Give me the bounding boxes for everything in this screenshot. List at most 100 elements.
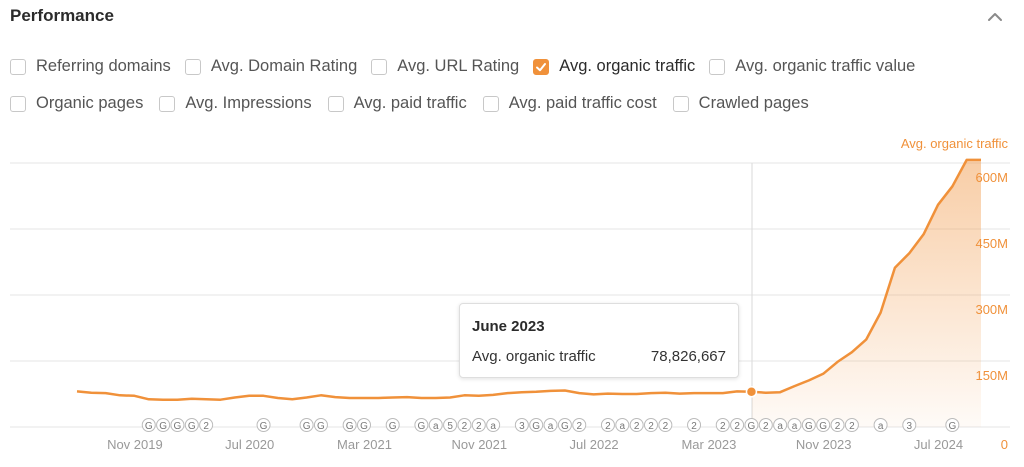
tooltip-date: June 2023 bbox=[472, 318, 545, 335]
annotation-marker[interactable]: 2 bbox=[830, 418, 845, 433]
checkbox[interactable] bbox=[709, 58, 726, 75]
metric-referring-domains[interactable]: Referring domains bbox=[10, 57, 171, 76]
annotation-circle bbox=[313, 418, 328, 432]
annotation-marker[interactable]: a bbox=[486, 418, 501, 433]
annotation-marker[interactable]: 2 bbox=[457, 418, 472, 433]
y-tick-label: 0 bbox=[1001, 437, 1008, 452]
annotation-marker[interactable]: 3 bbox=[902, 418, 917, 433]
annotation-marker[interactable]: 2 bbox=[199, 418, 214, 433]
annotation-marker[interactable]: a bbox=[428, 418, 443, 433]
metric-avg-url-rating[interactable]: Avg. URL Rating bbox=[371, 57, 519, 76]
checkbox[interactable] bbox=[184, 58, 201, 75]
annotation-marker[interactable]: G bbox=[313, 418, 328, 433]
annotation-marker[interactable]: 2 bbox=[687, 418, 702, 433]
annotation-label: 2 bbox=[203, 421, 209, 432]
annotation-marker[interactable]: G bbox=[357, 418, 371, 433]
annotation-label: 2 bbox=[720, 421, 726, 432]
annotation-marker[interactable]: 2 bbox=[844, 418, 859, 433]
annotation-circle bbox=[873, 418, 888, 432]
y-tick-label: 600M bbox=[975, 170, 1008, 185]
annotation-marker[interactable]: G bbox=[141, 418, 156, 433]
annotation-marker[interactable]: 2 bbox=[471, 418, 486, 433]
annotation-marker[interactable]: G bbox=[744, 418, 759, 433]
annotation-marker[interactable]: G bbox=[170, 418, 185, 433]
annotation-marker[interactable]: G bbox=[256, 418, 271, 433]
annotation-marker[interactable]: a bbox=[787, 418, 802, 433]
metric-avg-domain-rating[interactable]: Avg. Domain Rating bbox=[184, 57, 357, 76]
checkbox[interactable] bbox=[482, 95, 499, 112]
panel-title: Performance bbox=[10, 6, 114, 25]
annotation-marker[interactable]: G bbox=[156, 418, 171, 433]
annotation-marker[interactable]: G bbox=[557, 418, 572, 433]
annotation-marker[interactable]: a bbox=[773, 418, 788, 433]
checkbox[interactable] bbox=[159, 95, 176, 112]
annotation-marker[interactable]: 5 bbox=[443, 418, 458, 433]
checkbox[interactable] bbox=[10, 95, 26, 112]
annotation-circle bbox=[170, 418, 185, 432]
x-tick-label: Jul 2020 bbox=[225, 437, 274, 452]
metric-crawled-pages[interactable]: Crawled pages bbox=[672, 94, 809, 113]
annotation-marker[interactable]: 2 bbox=[644, 418, 658, 433]
metric-organic-pages[interactable]: Organic pages bbox=[10, 94, 143, 113]
annotation-circle bbox=[801, 418, 816, 432]
annotation-marker[interactable]: 2 bbox=[758, 418, 773, 433]
annotation-marker[interactable]: G bbox=[385, 418, 400, 433]
annotation-marker[interactable]: 2 bbox=[600, 418, 615, 433]
annotation-circle bbox=[629, 418, 644, 432]
hover-point bbox=[745, 386, 758, 398]
annotation-label: 2 bbox=[605, 421, 611, 432]
checkbox[interactable] bbox=[10, 58, 26, 75]
annotation-circle bbox=[600, 418, 615, 432]
y-tick-label: 150M bbox=[975, 368, 1008, 383]
annotation-circle bbox=[816, 418, 831, 432]
x-tick-label: Jul 2022 bbox=[570, 437, 619, 452]
metric-avg-organic-traffic[interactable]: Avg. organic traffic bbox=[533, 57, 695, 76]
checkbox[interactable] bbox=[327, 95, 344, 112]
annotation-marker[interactable]: G bbox=[299, 418, 314, 433]
metric-avg-impressions[interactable]: Avg. Impressions bbox=[159, 94, 312, 113]
metric-toggles-row-1: Referring domains Avg. Domain Rating Avg… bbox=[10, 57, 931, 76]
panel-header: Performance bbox=[10, 6, 1010, 28]
annotation-marker[interactable]: 2 bbox=[715, 418, 730, 433]
annotation-marker[interactable]: a bbox=[543, 418, 558, 433]
metric-toggles-row-2: Organic pages Avg. Impressions Avg. paid… bbox=[10, 94, 825, 113]
annotation-circle bbox=[529, 418, 544, 432]
chart-tooltip: June 2023 Avg. organic traffic 78,826,66… bbox=[459, 303, 739, 378]
metric-label: Avg. organic traffic value bbox=[735, 57, 916, 75]
annotation-marker[interactable]: 2 bbox=[572, 418, 587, 433]
metric-avg-paid-traffic-cost[interactable]: Avg. paid traffic cost bbox=[482, 94, 657, 113]
annotation-label: G bbox=[317, 421, 325, 432]
checkbox[interactable] bbox=[672, 95, 689, 112]
metric-avg-organic-traffic-value[interactable]: Avg. organic traffic value bbox=[709, 57, 915, 76]
x-tick-label: Jul 2024 bbox=[914, 437, 963, 452]
annotation-circle bbox=[357, 418, 371, 432]
annotation-label: G bbox=[389, 421, 397, 432]
annotation-marker[interactable]: G bbox=[816, 418, 831, 433]
annotation-marker[interactable]: a bbox=[873, 418, 888, 433]
annotation-circle bbox=[428, 418, 443, 432]
annotation-marker[interactable]: 2 bbox=[629, 418, 644, 433]
annotation-marker[interactable]: G bbox=[414, 418, 429, 433]
metric-label: Avg. paid traffic cost bbox=[508, 94, 657, 112]
metric-avg-paid-traffic[interactable]: Avg. paid traffic bbox=[327, 94, 467, 113]
annotation-marker[interactable]: 3 bbox=[514, 418, 529, 433]
annotation-label: 2 bbox=[576, 421, 582, 432]
checkbox[interactable] bbox=[371, 58, 388, 75]
annotation-marker[interactable]: G bbox=[184, 418, 199, 433]
annotation-marker[interactable]: G bbox=[342, 418, 357, 433]
annotation-marker[interactable]: G bbox=[529, 418, 544, 433]
chevron-up-icon[interactable] bbox=[984, 6, 1006, 28]
annotation-circle bbox=[299, 418, 314, 432]
metric-label: Avg. organic traffic bbox=[559, 57, 696, 75]
annotation-marker[interactable]: 2 bbox=[658, 418, 673, 433]
annotation-marker[interactable]: 2 bbox=[730, 418, 745, 433]
annotation-marker[interactable]: G bbox=[945, 418, 960, 433]
annotation-marker[interactable]: a bbox=[615, 418, 630, 433]
annotation-marker[interactable]: G bbox=[801, 418, 816, 433]
checkbox-checked[interactable] bbox=[533, 58, 550, 75]
annotation-label: G bbox=[360, 421, 368, 432]
annotation-label: 5 bbox=[447, 421, 453, 432]
